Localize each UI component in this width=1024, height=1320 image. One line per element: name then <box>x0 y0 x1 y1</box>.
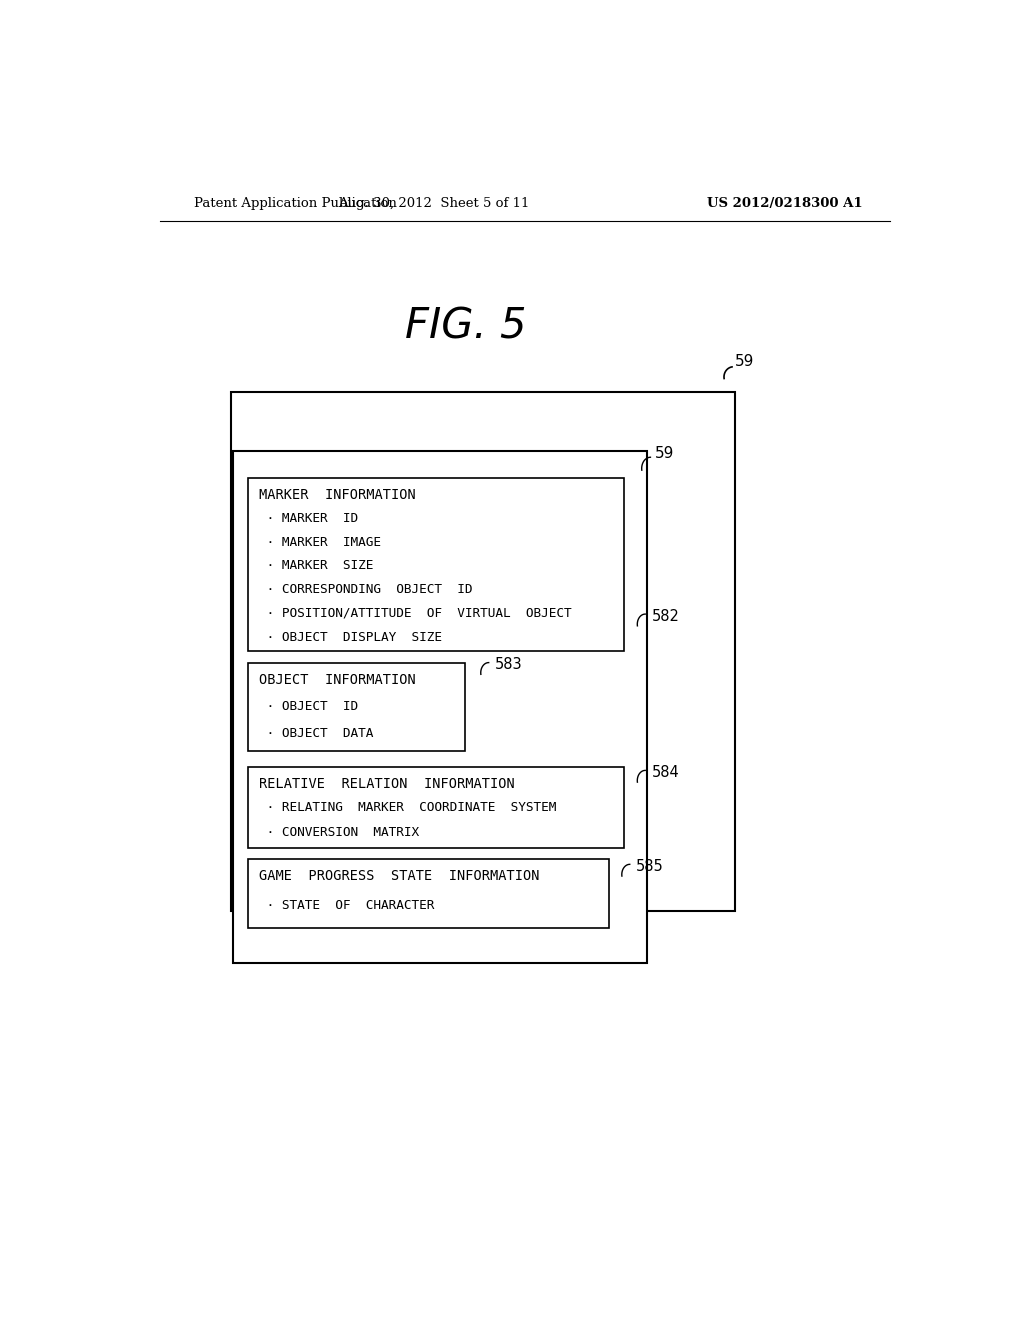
Text: 583: 583 <box>495 657 522 672</box>
Bar <box>248 859 608 928</box>
Text: Patent Application Publication: Patent Application Publication <box>194 197 396 210</box>
Text: 59: 59 <box>655 446 675 461</box>
Bar <box>232 451 647 964</box>
Text: · RELATING  MARKER  COORDINATE  SYSTEM: · RELATING MARKER COORDINATE SYSTEM <box>259 801 557 814</box>
Text: · OBJECT  DATA: · OBJECT DATA <box>259 726 374 739</box>
Bar <box>231 392 735 911</box>
Text: FIG. 5: FIG. 5 <box>404 305 526 347</box>
Text: · STATE  OF  CHARACTER: · STATE OF CHARACTER <box>259 899 434 912</box>
Text: · MARKER  ID: · MARKER ID <box>259 512 358 525</box>
Text: Aug. 30, 2012  Sheet 5 of 11: Aug. 30, 2012 Sheet 5 of 11 <box>338 197 529 210</box>
Bar <box>248 767 624 847</box>
Text: · CONVERSION  MATRIX: · CONVERSION MATRIX <box>259 826 420 840</box>
Text: · MARKER  IMAGE: · MARKER IMAGE <box>259 536 381 549</box>
Text: 584: 584 <box>651 764 679 780</box>
Bar <box>248 663 465 751</box>
Text: 585: 585 <box>636 859 664 874</box>
Text: · CORRESPONDING  OBJECT  ID: · CORRESPONDING OBJECT ID <box>259 583 473 597</box>
Text: OBJECT  INFORMATION: OBJECT INFORMATION <box>259 673 416 686</box>
Text: RELATIVE  RELATION  INFORMATION: RELATIVE RELATION INFORMATION <box>259 777 515 791</box>
Text: 582: 582 <box>651 609 680 623</box>
Text: US 2012/0218300 A1: US 2012/0218300 A1 <box>708 197 863 210</box>
Text: · OBJECT  DISPLAY  SIZE: · OBJECT DISPLAY SIZE <box>259 631 442 644</box>
Text: · POSITION/ATTITUDE  OF  VIRTUAL  OBJECT: · POSITION/ATTITUDE OF VIRTUAL OBJECT <box>259 607 571 620</box>
Text: MARKER  INFORMATION: MARKER INFORMATION <box>259 488 416 502</box>
Text: · OBJECT  ID: · OBJECT ID <box>259 700 358 713</box>
Text: 59: 59 <box>735 354 755 368</box>
Text: GAME  PROGRESS  STATE  INFORMATION: GAME PROGRESS STATE INFORMATION <box>259 870 540 883</box>
Text: · MARKER  SIZE: · MARKER SIZE <box>259 560 374 573</box>
Bar <box>248 478 624 651</box>
